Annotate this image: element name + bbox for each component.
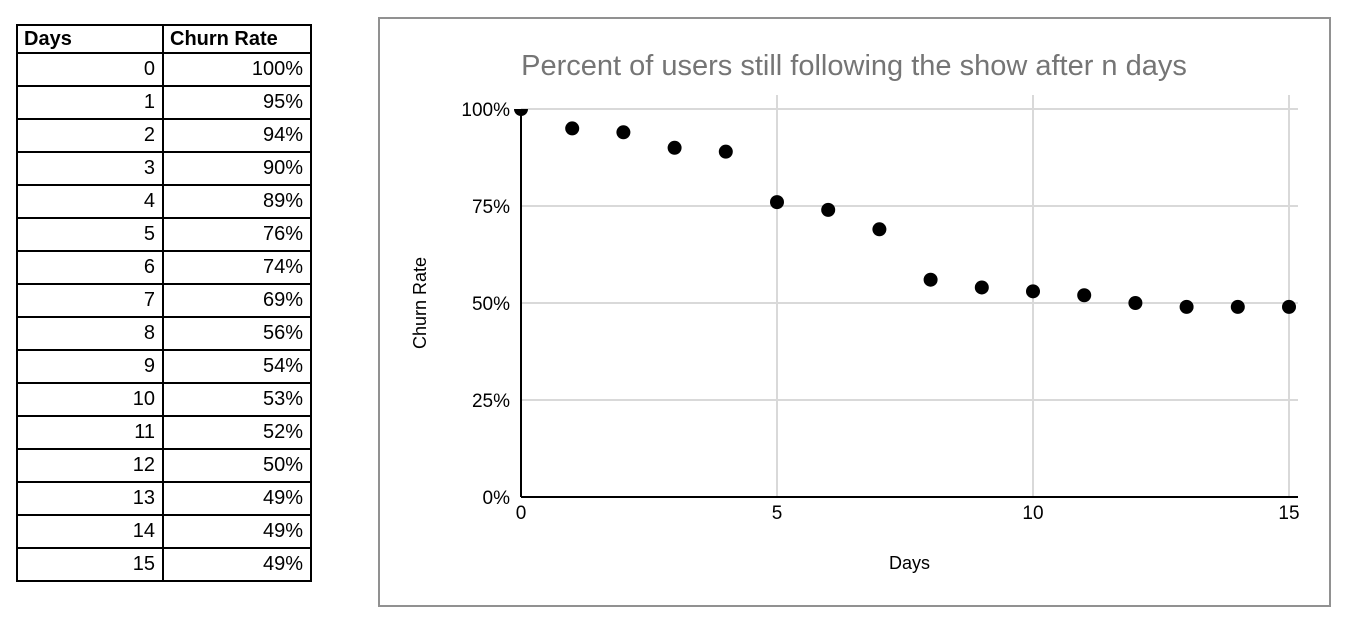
table-cell[interactable]: 15 bbox=[16, 547, 164, 582]
table-cell[interactable]: 49% bbox=[162, 514, 312, 549]
table-row: 10 53% bbox=[16, 382, 312, 417]
table-row: 15 49% bbox=[16, 547, 312, 582]
data-point[interactable] bbox=[872, 222, 887, 237]
table-header-row: Days Churn Rate bbox=[16, 24, 312, 54]
table-row: 13 49% bbox=[16, 481, 312, 516]
table-cell[interactable]: 56% bbox=[162, 316, 312, 351]
x-tick-label: 15 bbox=[1278, 503, 1299, 524]
table-cell[interactable]: 53% bbox=[162, 382, 312, 417]
data-point[interactable] bbox=[1179, 299, 1194, 314]
data-point[interactable] bbox=[1282, 299, 1296, 314]
x-tick-label: 10 bbox=[1022, 503, 1043, 524]
table-cell[interactable]: 4 bbox=[16, 184, 164, 219]
table-body: 0 100% 1 95% 2 94% 3 90% 4 89% 5 76% 6 74% 7 69% 8 56% 9 54… bbox=[16, 52, 312, 582]
table-cell[interactable]: 5 bbox=[16, 217, 164, 252]
table-cell[interactable]: 14 bbox=[16, 514, 164, 549]
table-cell[interactable]: 12 bbox=[16, 448, 164, 483]
table-cell[interactable]: 100% bbox=[162, 52, 312, 87]
data-point[interactable] bbox=[1230, 299, 1245, 314]
column-header-days[interactable]: Days bbox=[16, 24, 164, 54]
table-row: 12 50% bbox=[16, 448, 312, 483]
table-row: 11 52% bbox=[16, 415, 312, 450]
y-tick-label: 50% bbox=[472, 294, 510, 315]
y-tick-label: 0% bbox=[483, 488, 511, 509]
column-header-churn-rate[interactable]: Churn Rate bbox=[162, 24, 312, 54]
table-cell[interactable]: 9 bbox=[16, 349, 164, 384]
table-cell[interactable]: 54% bbox=[162, 349, 312, 384]
table-row: 4 89% bbox=[16, 184, 312, 219]
data-point[interactable] bbox=[616, 125, 631, 140]
table-row: 5 76% bbox=[16, 217, 312, 252]
table-cell[interactable]: 49% bbox=[162, 547, 312, 582]
table-cell[interactable]: 10 bbox=[16, 382, 164, 417]
table-cell[interactable]: 50% bbox=[162, 448, 312, 483]
table-cell[interactable]: 94% bbox=[162, 118, 312, 153]
table-cell[interactable]: 1 bbox=[16, 85, 164, 120]
x-tick-label: 0 bbox=[516, 503, 527, 524]
table-cell[interactable]: 69% bbox=[162, 283, 312, 318]
table-row: 14 49% bbox=[16, 514, 312, 549]
y-axis-title: Churn Rate bbox=[410, 257, 430, 349]
table-cell[interactable]: 3 bbox=[16, 151, 164, 186]
y-tick-label: 75% bbox=[472, 197, 510, 218]
table-cell[interactable]: 74% bbox=[162, 250, 312, 285]
table-cell[interactable]: 49% bbox=[162, 481, 312, 516]
table-cell[interactable]: 76% bbox=[162, 217, 312, 252]
data-point[interactable] bbox=[565, 121, 580, 136]
y-tick-label: 25% bbox=[472, 391, 510, 412]
table-cell[interactable]: 7 bbox=[16, 283, 164, 318]
table-cell[interactable]: 0 bbox=[16, 52, 164, 87]
table-cell[interactable]: 6 bbox=[16, 250, 164, 285]
data-point[interactable] bbox=[1026, 284, 1040, 299]
data-point[interactable] bbox=[718, 144, 733, 159]
table-cell[interactable]: 2 bbox=[16, 118, 164, 153]
table-cell[interactable]: 90% bbox=[162, 151, 312, 186]
table-cell[interactable]: 11 bbox=[16, 415, 164, 450]
table-row: 7 69% bbox=[16, 283, 312, 318]
table-cell[interactable]: 52% bbox=[162, 415, 312, 450]
churn-table: Days Churn Rate 0 100% 1 95% 2 94% 3 90% 4 89% 5 76%… bbox=[16, 24, 312, 582]
table-cell[interactable]: 89% bbox=[162, 184, 312, 219]
scatter-chart: 0% 25% 50% 75% 100% 0 5 10 15 Percent of users st… bbox=[410, 50, 1300, 573]
data-point[interactable] bbox=[514, 102, 528, 116]
data-points-group bbox=[514, 102, 1296, 314]
data-point[interactable] bbox=[770, 195, 784, 210]
table-cell[interactable]: 8 bbox=[16, 316, 164, 351]
data-point[interactable] bbox=[1077, 288, 1092, 303]
table-row: 3 90% bbox=[16, 151, 312, 186]
table-row: 0 100% bbox=[16, 52, 312, 87]
table-row: 1 95% bbox=[16, 85, 312, 120]
data-point[interactable] bbox=[1128, 296, 1143, 310]
table-cell[interactable]: 13 bbox=[16, 481, 164, 516]
data-point[interactable] bbox=[821, 202, 836, 217]
table-row: 6 74% bbox=[16, 250, 312, 285]
data-point[interactable] bbox=[667, 140, 682, 155]
x-axis-title: Days bbox=[889, 553, 930, 573]
table-row: 2 94% bbox=[16, 118, 312, 153]
table-row: 9 54% bbox=[16, 349, 312, 384]
y-tick-label: 100% bbox=[461, 100, 510, 121]
chart-panel[interactable]: 0% 25% 50% 75% 100% 0 5 10 15 Percent of users st… bbox=[378, 17, 1331, 607]
data-point[interactable] bbox=[923, 272, 938, 287]
data-point[interactable] bbox=[974, 280, 989, 295]
table-cell[interactable]: 95% bbox=[162, 85, 312, 120]
table-row: 8 56% bbox=[16, 316, 312, 351]
x-tick-label: 5 bbox=[772, 503, 783, 524]
chart-title: Percent of users still following the sho… bbox=[521, 50, 1187, 82]
